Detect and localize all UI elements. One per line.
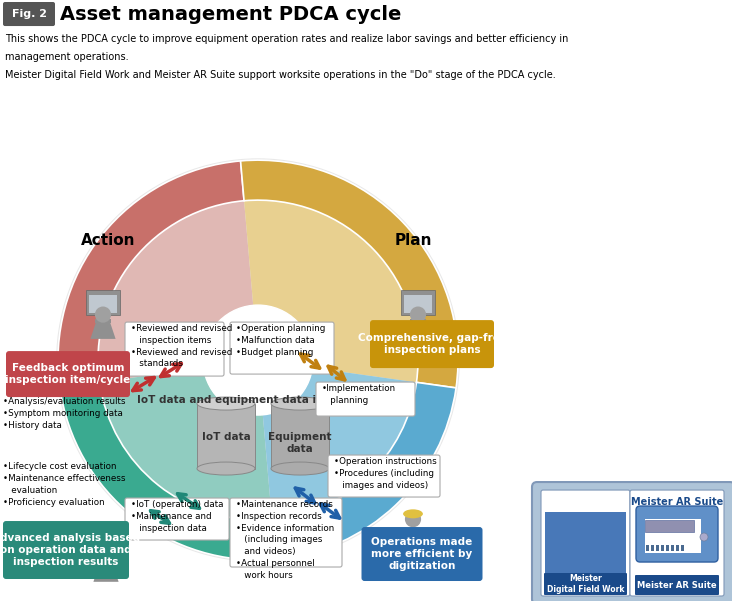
- Text: Feedback optimum
inspection item/cycle: Feedback optimum inspection item/cycle: [5, 363, 130, 385]
- Wedge shape: [100, 368, 272, 520]
- Text: Comprehensive, gap-free
inspection plans: Comprehensive, gap-free inspection plans: [357, 333, 507, 355]
- FancyBboxPatch shape: [362, 527, 482, 581]
- Bar: [676, 545, 679, 551]
- Text: management operations.: management operations.: [5, 52, 129, 62]
- FancyBboxPatch shape: [230, 498, 342, 567]
- Circle shape: [95, 307, 111, 323]
- Wedge shape: [244, 200, 418, 382]
- Bar: [103, 558, 108, 563]
- Polygon shape: [94, 566, 119, 582]
- Text: This shows the PDCA cycle to improve equipment operation rates and realize labor: This shows the PDCA cycle to improve equ…: [5, 34, 568, 44]
- Bar: [401, 290, 435, 316]
- Wedge shape: [60, 382, 275, 560]
- Text: •Operation instructions
•Procedures (including
   images and videos): •Operation instructions •Procedures (inc…: [334, 457, 437, 490]
- FancyBboxPatch shape: [6, 351, 130, 397]
- Text: Check: Check: [78, 563, 129, 578]
- Text: data: data: [287, 444, 313, 454]
- Text: Fig. 2: Fig. 2: [12, 9, 47, 19]
- FancyBboxPatch shape: [630, 490, 724, 596]
- Text: •Reviewed and revised
   inspection items
•Reviewed and revised
   standards: •Reviewed and revised inspection items •…: [131, 324, 232, 368]
- Polygon shape: [90, 323, 116, 339]
- Text: •IoT (operation) data
•Maintenance and
   inspection data: •IoT (operation) data •Maintenance and i…: [131, 500, 223, 532]
- Text: Asset management PDCA cycle: Asset management PDCA cycle: [60, 5, 401, 23]
- Text: Meister
Digital Field Work: Meister Digital Field Work: [547, 575, 624, 594]
- Text: Advanced analysis based
on operation data and
inspection results: Advanced analysis based on operation dat…: [0, 532, 140, 567]
- Ellipse shape: [403, 509, 423, 518]
- Bar: [86, 290, 120, 316]
- Text: Action: Action: [81, 233, 135, 248]
- Bar: [95, 319, 111, 323]
- FancyBboxPatch shape: [230, 322, 334, 374]
- Bar: [646, 545, 649, 551]
- Text: Plan: Plan: [395, 233, 432, 248]
- Text: •Implementation
   planning: •Implementation planning: [322, 384, 396, 405]
- Bar: [420, 532, 429, 546]
- Circle shape: [700, 533, 708, 541]
- Text: IoT data and equipment data integration: IoT data and equipment data integration: [137, 395, 379, 405]
- FancyBboxPatch shape: [3, 2, 55, 26]
- Circle shape: [405, 511, 421, 527]
- Text: Do: Do: [386, 563, 409, 578]
- Polygon shape: [400, 528, 425, 548]
- FancyBboxPatch shape: [316, 382, 415, 416]
- Wedge shape: [98, 201, 253, 382]
- FancyBboxPatch shape: [3, 521, 129, 579]
- Bar: [656, 545, 659, 551]
- Circle shape: [53, 155, 463, 565]
- Text: Operations made
more efficient by
digitization: Operations made more efficient by digiti…: [371, 537, 473, 572]
- Text: Equipment: Equipment: [268, 432, 332, 442]
- Text: Meister AR Suite: Meister AR Suite: [631, 497, 723, 507]
- Bar: [98, 562, 114, 566]
- FancyBboxPatch shape: [328, 455, 440, 497]
- Bar: [661, 545, 664, 551]
- Wedge shape: [241, 160, 458, 388]
- FancyBboxPatch shape: [125, 498, 229, 540]
- FancyBboxPatch shape: [635, 575, 719, 595]
- Ellipse shape: [197, 397, 255, 410]
- Bar: [645, 519, 701, 553]
- FancyBboxPatch shape: [541, 490, 630, 596]
- Text: •Maintenance records
•Inspection records
•Evidence information
   (including ima: •Maintenance records •Inspection records…: [236, 500, 335, 580]
- Wedge shape: [58, 161, 244, 388]
- Wedge shape: [263, 368, 417, 519]
- Bar: [403, 295, 433, 313]
- Text: IoT data: IoT data: [201, 432, 250, 442]
- Bar: [415, 314, 421, 320]
- Bar: [89, 295, 117, 313]
- FancyBboxPatch shape: [544, 573, 627, 595]
- Bar: [651, 545, 654, 551]
- Bar: [92, 538, 120, 556]
- Wedge shape: [272, 382, 456, 560]
- Text: Meister AR Suite: Meister AR Suite: [637, 581, 717, 590]
- Circle shape: [203, 305, 313, 415]
- Bar: [271, 403, 329, 469]
- Bar: [681, 545, 684, 551]
- Text: Meister Digital Field Work and Meister AR Suite support worksite operations in t: Meister Digital Field Work and Meister A…: [5, 70, 556, 80]
- FancyBboxPatch shape: [532, 482, 732, 601]
- FancyBboxPatch shape: [125, 322, 224, 376]
- Circle shape: [98, 549, 114, 566]
- Bar: [89, 533, 123, 558]
- Polygon shape: [406, 323, 430, 339]
- Bar: [100, 314, 105, 320]
- Bar: [645, 520, 694, 532]
- Ellipse shape: [271, 462, 329, 475]
- FancyBboxPatch shape: [370, 320, 494, 368]
- Bar: [545, 512, 626, 592]
- Ellipse shape: [271, 397, 329, 410]
- Ellipse shape: [197, 462, 255, 475]
- Bar: [410, 319, 426, 323]
- Text: •Analysis/evaluation results
•Symptom monitoring data
•History data: •Analysis/evaluation results •Symptom mo…: [3, 397, 125, 430]
- Text: •Lifecycle cost evaluation
•Maintenance effectiveness
   evaluation
•Proficiency: •Lifecycle cost evaluation •Maintenance …: [3, 462, 125, 507]
- Bar: [666, 545, 669, 551]
- Text: •Operation planning
•Malfunction data
•Budget planning: •Operation planning •Malfunction data •B…: [236, 324, 326, 357]
- Circle shape: [410, 307, 426, 323]
- Bar: [197, 403, 255, 469]
- FancyBboxPatch shape: [636, 506, 718, 562]
- Bar: [671, 545, 674, 551]
